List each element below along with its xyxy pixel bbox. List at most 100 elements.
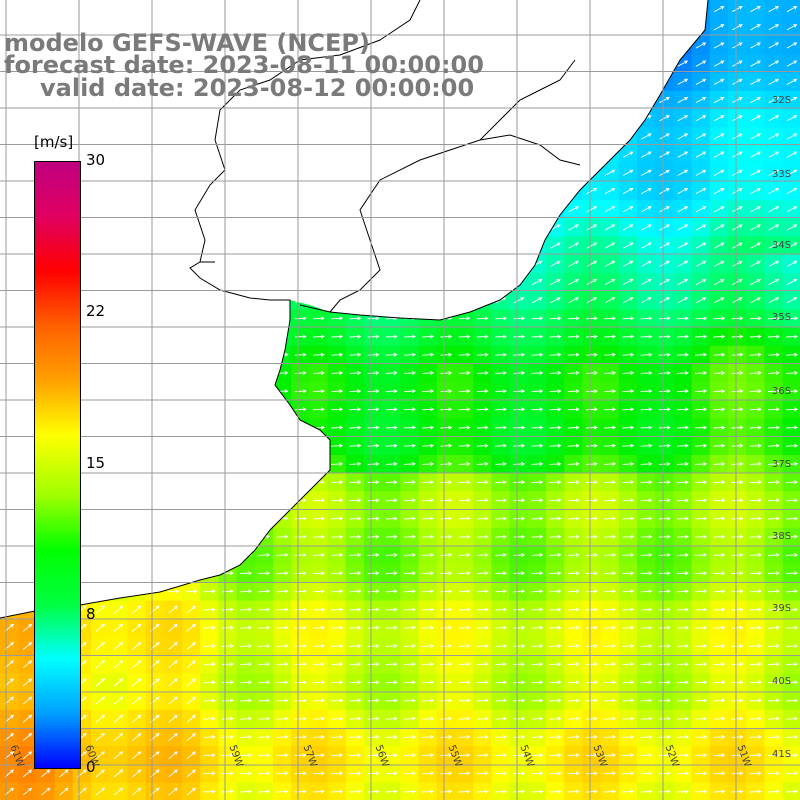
wind-arrow	[585, 662, 598, 667]
wind-arrow	[640, 534, 653, 539]
wind-arrow	[767, 352, 780, 357]
wind-arrow	[713, 224, 725, 231]
wind-arrow	[240, 662, 253, 667]
wind-arrow	[513, 643, 526, 648]
wind-arrow	[513, 662, 526, 667]
wind-arrow	[349, 552, 362, 557]
wind-arrow	[294, 771, 307, 776]
wind-arrow	[349, 607, 362, 612]
wind-arrow	[276, 698, 289, 703]
wind-arrow	[294, 334, 307, 339]
wind-arrow	[294, 589, 307, 594]
wind-arrow	[786, 78, 798, 85]
wind-arrow	[767, 771, 780, 776]
wind-arrow	[604, 516, 617, 521]
wind-arrow	[22, 660, 33, 669]
wind-arrow	[713, 425, 726, 430]
wind-arrow	[786, 316, 799, 321]
wind-arrow	[531, 662, 544, 667]
wind-arrow	[312, 789, 325, 794]
wind-arrow	[294, 571, 307, 576]
wind-arrow	[640, 643, 653, 648]
wind-arrow	[713, 480, 726, 485]
wind-arrow	[750, 297, 761, 304]
wind-arrow	[531, 789, 544, 794]
wind-arrow	[731, 789, 744, 794]
wind-arrow	[640, 316, 653, 321]
wind-arrow	[749, 498, 762, 503]
wind-arrow	[768, 297, 780, 304]
wind-arrow	[676, 571, 689, 576]
wind-arrow	[695, 370, 708, 375]
wind-arrow	[695, 169, 707, 176]
wind-arrow	[695, 443, 708, 448]
wind-arrow	[349, 461, 362, 466]
wind-arrow	[695, 789, 708, 794]
wind-arrow	[713, 24, 725, 31]
wind-arrow	[749, 407, 762, 412]
wind-arrow	[531, 407, 544, 412]
wind-arrow	[494, 370, 507, 375]
wind-arrow	[713, 42, 725, 49]
wind-arrow	[186, 787, 197, 796]
wind-arrow	[422, 753, 435, 758]
wind-arrow	[622, 716, 635, 721]
wind-arrow	[749, 643, 762, 648]
wind-arrow	[604, 260, 616, 267]
wind-arrow	[312, 753, 325, 758]
wind-arrow	[659, 279, 670, 286]
wind-arrow	[186, 696, 197, 705]
wind-arrow	[476, 352, 489, 357]
wind-arrow	[403, 443, 416, 448]
wind-arrow	[749, 480, 762, 485]
wind-arrow	[640, 370, 653, 375]
wind-arrow	[440, 516, 453, 521]
wind-arrow	[767, 753, 780, 758]
wind-arrow	[750, 78, 761, 85]
wind-arrow	[786, 389, 799, 394]
wind-arrow	[422, 534, 435, 539]
wind-arrow	[331, 316, 344, 321]
wind-arrow	[622, 480, 635, 485]
wind-arrow	[531, 698, 544, 703]
wind-arrow	[567, 425, 580, 430]
wind-arrow	[676, 680, 689, 685]
wind-arrow	[95, 623, 106, 632]
wind-arrow	[585, 552, 598, 557]
wind-arrow	[549, 753, 562, 758]
wind-arrow	[221, 680, 234, 685]
wind-arrow	[476, 389, 489, 394]
wind-arrow	[786, 151, 798, 158]
wind-arrow	[203, 662, 216, 667]
wind-arrow	[476, 589, 489, 594]
wind-arrow	[531, 552, 544, 557]
wind-arrow	[22, 696, 33, 705]
wind-arrow	[95, 696, 106, 705]
wind-arrow	[640, 589, 653, 594]
wind-arrow	[731, 625, 744, 630]
wind-arrow	[658, 571, 671, 576]
wind-arrow	[513, 389, 526, 394]
wind-arrow	[695, 188, 707, 195]
wind-arrow	[531, 771, 544, 776]
wind-arrow	[695, 297, 707, 304]
wind-arrow	[476, 698, 489, 703]
wind-arrow	[786, 698, 799, 703]
wind-arrow	[749, 698, 762, 703]
wind-arrow	[240, 771, 253, 776]
wind-arrow	[585, 789, 598, 794]
wind-arrow	[221, 662, 234, 667]
wind-arrow	[786, 607, 799, 612]
wind-arrow	[713, 6, 725, 13]
wind-arrow	[732, 78, 743, 85]
wind-arrow	[713, 534, 726, 539]
wind-arrow	[258, 680, 271, 685]
wind-arrow	[476, 789, 489, 794]
wind-arrow	[567, 389, 580, 394]
wind-arrow	[203, 771, 216, 776]
wind-arrow	[641, 260, 652, 267]
wind-arrow	[786, 461, 799, 466]
wind-arrow	[294, 789, 307, 794]
wind-arrow	[640, 680, 653, 685]
wind-arrow	[549, 498, 562, 503]
